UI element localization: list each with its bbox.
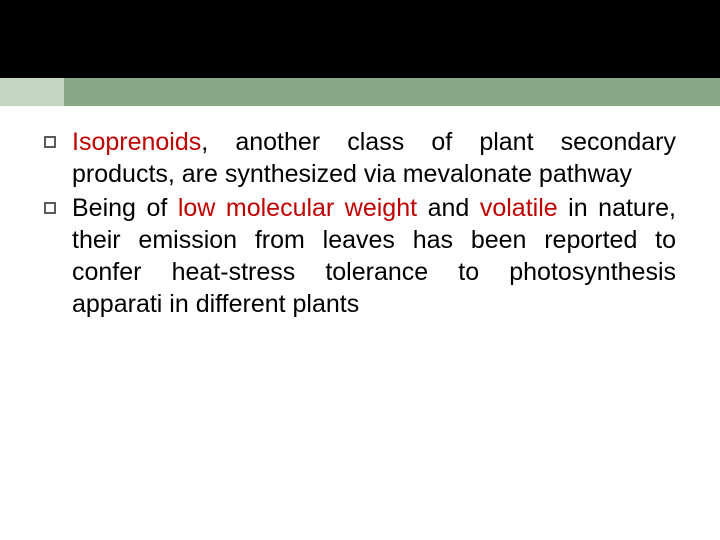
highlight-run: Isoprenoids	[72, 128, 201, 156]
accent-bar	[0, 78, 720, 106]
bullet-text: Being of low molecular weight and volati…	[72, 192, 676, 320]
content-area: Isoprenoids, another class of plant seco…	[44, 126, 676, 322]
highlight-run: low molecular weight	[178, 194, 417, 222]
list-item: Isoprenoids, another class of plant seco…	[44, 126, 676, 190]
text-run: and	[417, 194, 480, 222]
highlight-run: volatile	[480, 194, 558, 222]
text-run: Being of	[72, 194, 178, 222]
bullet-box-icon	[44, 202, 56, 214]
top-black-band	[0, 0, 720, 78]
bullet-text: Isoprenoids, another class of plant seco…	[72, 126, 676, 190]
bullet-box-icon	[44, 136, 56, 148]
list-item: Being of low molecular weight and volati…	[44, 192, 676, 320]
slide: Isoprenoids, another class of plant seco…	[0, 0, 720, 540]
accent-tab	[0, 78, 64, 106]
